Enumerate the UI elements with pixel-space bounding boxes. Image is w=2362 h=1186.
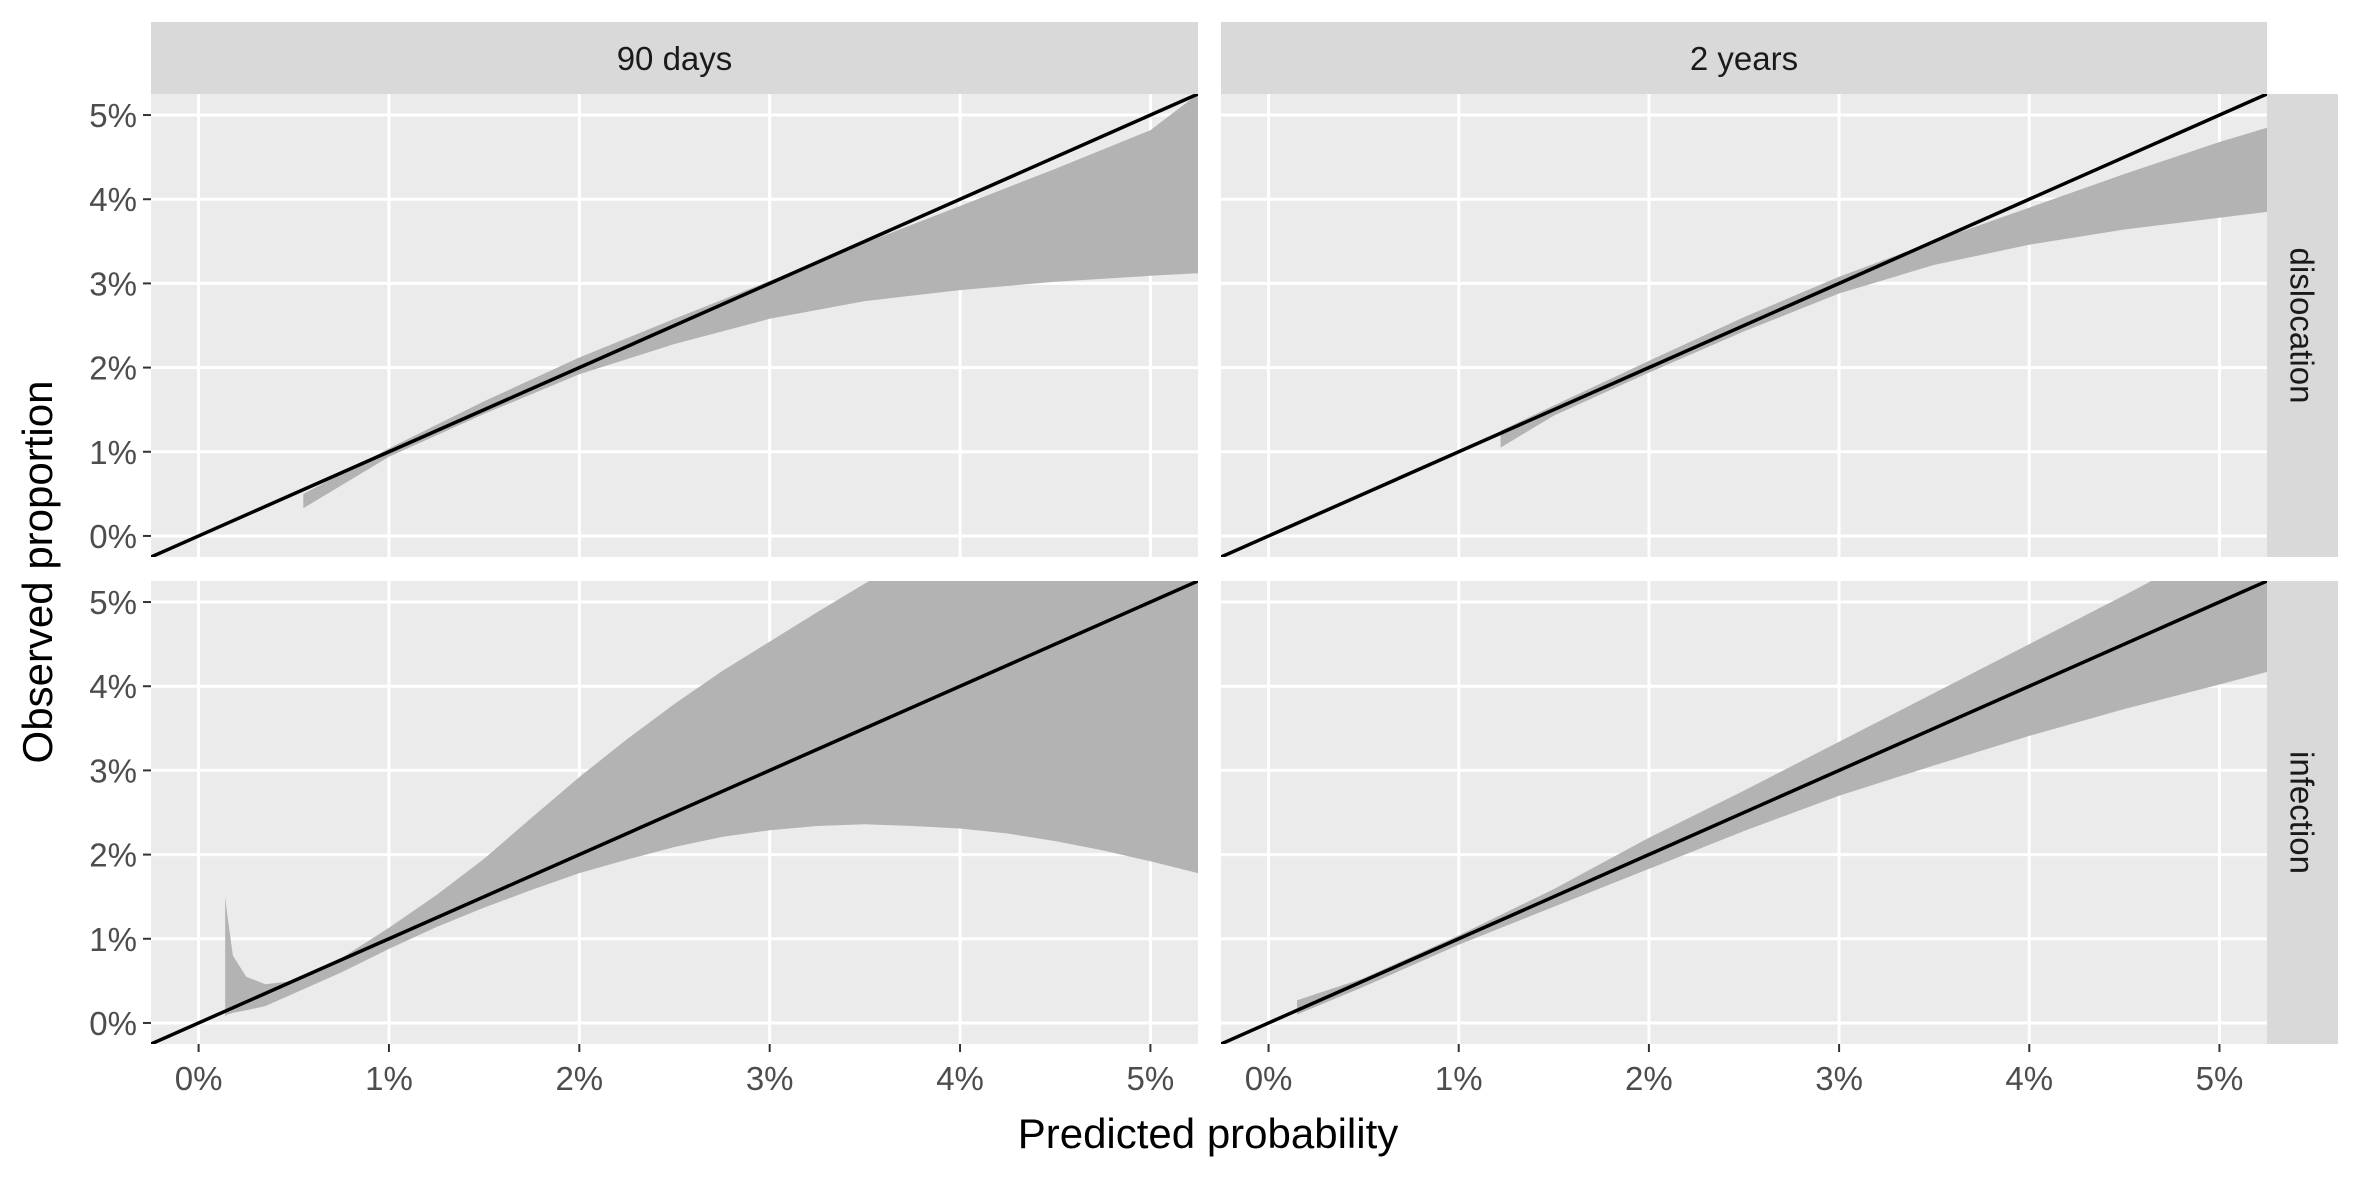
reference-line [151,94,1198,557]
y-tick-label: 2% [89,350,137,387]
x-tick-label: 2% [555,1060,603,1097]
y-tick-label: 4% [89,181,137,218]
column-strip-label: 90 days [617,40,733,77]
row-strip-label: dislocation [2284,248,2321,404]
y-tick-label: 5% [89,584,137,621]
column-strip [151,22,1198,94]
x-tick-label: 5% [1127,1060,1175,1097]
x-axis-title: Predicted probability [1018,1110,1399,1157]
column-strip-label: 2 years [1690,40,1798,77]
y-tick-label: 1% [89,921,137,958]
x-tick-label: 4% [936,1060,984,1097]
reference-line [1221,581,2267,1044]
y-tick-label: 4% [89,668,137,705]
confidence-ribbon [303,94,1198,509]
x-tick-label: 0% [175,1060,223,1097]
x-tick-label: 2% [1625,1060,1673,1097]
x-tick-label: 5% [2196,1060,2244,1097]
x-tick-label: 3% [1815,1060,1863,1097]
x-tick-label: 0% [1245,1060,1293,1097]
y-tick-label: 2% [89,837,137,874]
y-tick-label: 3% [89,265,137,302]
confidence-ribbon [1500,127,2267,448]
column-strip [1221,22,2267,94]
row-strip [2267,94,2338,557]
y-tick-label: 0% [89,1005,137,1042]
row-strip-label: infection [2284,751,2321,874]
x-tick-label: 4% [2005,1060,2053,1097]
y-tick-label: 5% [89,97,137,134]
y-axis-title: Observed proportion [14,381,61,764]
row-strip [2267,581,2338,1044]
y-tick-label: 3% [89,752,137,789]
x-tick-label: 3% [746,1060,794,1097]
reference-line [1221,94,2267,557]
y-tick-label: 1% [89,434,137,471]
x-tick-label: 1% [1435,1060,1483,1097]
x-tick-label: 1% [365,1060,413,1097]
reference-line [151,581,1198,1044]
y-tick-label: 0% [89,518,137,555]
